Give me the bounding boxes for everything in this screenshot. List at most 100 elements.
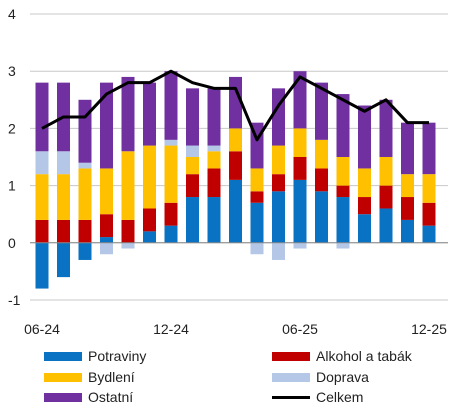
chart-plot: -1 0 1 2 3 4 06-24 12-24 06-25 12-25 bbox=[8, 6, 448, 337]
bar-segment bbox=[250, 191, 264, 203]
bar-segment bbox=[186, 174, 199, 198]
legend-item-doprava: Doprava bbox=[272, 369, 369, 385]
bar-segment bbox=[422, 225, 436, 243]
legend-item-alkohol: Alkohol a tabák bbox=[272, 348, 412, 364]
y-tick-label: 0 bbox=[8, 235, 16, 251]
bar-segment bbox=[57, 151, 70, 175]
bar-segment bbox=[401, 174, 414, 198]
bar-segment bbox=[57, 242, 70, 278]
bar-segment bbox=[229, 128, 242, 152]
bar-segment bbox=[293, 242, 307, 249]
bar-segment bbox=[186, 145, 199, 157]
bar-segment bbox=[164, 225, 178, 243]
bar-segment bbox=[422, 122, 436, 175]
bar-segment bbox=[35, 219, 49, 243]
bar-segment bbox=[422, 202, 436, 226]
y-tick-label: 3 bbox=[8, 63, 16, 79]
bar-segment bbox=[78, 168, 92, 220]
bar-segment bbox=[35, 82, 49, 152]
bar-segment bbox=[57, 219, 70, 243]
legend-swatch bbox=[44, 392, 82, 402]
bar-segment bbox=[336, 185, 350, 198]
bar-segment bbox=[78, 242, 92, 260]
bar-segment bbox=[315, 191, 328, 243]
bar-segment bbox=[379, 99, 393, 157]
bar-segment bbox=[35, 174, 49, 220]
legend-swatch bbox=[44, 351, 82, 361]
bar-segment bbox=[143, 208, 156, 232]
bar-segment bbox=[272, 174, 285, 192]
bar-segment bbox=[422, 174, 436, 203]
bar-segment bbox=[57, 174, 70, 220]
bar-segment bbox=[272, 88, 285, 146]
bar-segment bbox=[401, 219, 414, 243]
legend-swatch bbox=[44, 372, 82, 382]
bar-segment bbox=[78, 99, 92, 163]
bar-segment bbox=[315, 139, 328, 169]
bar-segment bbox=[121, 242, 135, 249]
legend-item-ostatni: Ostatní bbox=[44, 389, 133, 405]
bar-segment bbox=[250, 168, 264, 192]
bar-segment bbox=[250, 202, 264, 243]
bar-segment bbox=[164, 202, 178, 226]
bar-segment bbox=[379, 157, 393, 186]
bar-segment bbox=[250, 242, 264, 255]
bar-segment bbox=[100, 242, 113, 255]
bars bbox=[35, 71, 436, 289]
x-tick-label: 06-25 bbox=[282, 321, 318, 337]
bar-segment bbox=[229, 179, 242, 243]
bar-segment bbox=[293, 157, 307, 180]
bar-segment bbox=[315, 82, 328, 140]
bar-segment bbox=[229, 151, 242, 180]
bar-segment bbox=[358, 214, 371, 243]
bar-segment bbox=[121, 219, 135, 243]
bar-segment bbox=[293, 128, 307, 157]
bar-segment bbox=[272, 191, 285, 243]
legend-label: Celkem bbox=[316, 389, 364, 405]
bar-segment bbox=[315, 168, 328, 192]
legend-item-potraviny: Potraviny bbox=[44, 348, 146, 364]
bar-segment bbox=[78, 219, 92, 243]
bar-segment bbox=[401, 122, 414, 175]
bar-segment bbox=[35, 151, 49, 175]
bar-segment bbox=[272, 145, 285, 175]
legend-swatch bbox=[272, 351, 310, 361]
total-line bbox=[41, 69, 429, 142]
bar-segment bbox=[35, 242, 49, 289]
legend-label: Potraviny bbox=[88, 348, 147, 364]
bar-segment bbox=[164, 71, 178, 140]
bar-segment bbox=[358, 105, 371, 169]
bar-segment bbox=[121, 151, 135, 220]
legend-item-bydleni: Bydlení bbox=[44, 369, 135, 385]
y-tick-label: 1 bbox=[8, 178, 16, 194]
total-line-path bbox=[41, 69, 429, 142]
bar-segment bbox=[207, 168, 221, 198]
bar-segment bbox=[358, 197, 371, 215]
y-tick-label: -1 bbox=[8, 292, 21, 308]
bar-segment bbox=[358, 168, 371, 198]
bar-segment bbox=[100, 214, 113, 238]
bar-segment bbox=[293, 71, 307, 129]
bar-segment bbox=[207, 197, 221, 243]
bar-segment bbox=[78, 162, 92, 169]
bar-segment bbox=[207, 151, 221, 169]
x-tick-label: 06-24 bbox=[24, 321, 60, 337]
bar-segment bbox=[207, 145, 221, 152]
bar-segment bbox=[100, 168, 113, 215]
bar-segment bbox=[379, 208, 393, 243]
x-tick-label: 12-24 bbox=[153, 321, 189, 337]
bar-segment bbox=[186, 88, 199, 146]
bar-segment bbox=[143, 82, 156, 146]
x-axis-ticks: 06-24 12-24 06-25 12-25 bbox=[24, 321, 447, 337]
bar-segment bbox=[336, 197, 350, 243]
y-tick-label: 4 bbox=[8, 6, 16, 22]
bar-segment bbox=[336, 242, 350, 249]
bar-segment bbox=[121, 76, 135, 152]
legend-label: Bydlení bbox=[88, 369, 135, 385]
bar-segment bbox=[164, 139, 178, 146]
legend-label: Ostatní bbox=[88, 389, 134, 405]
bar-segment bbox=[401, 197, 414, 220]
x-tick-label: 12-25 bbox=[411, 321, 447, 337]
bar-segment bbox=[164, 145, 178, 203]
